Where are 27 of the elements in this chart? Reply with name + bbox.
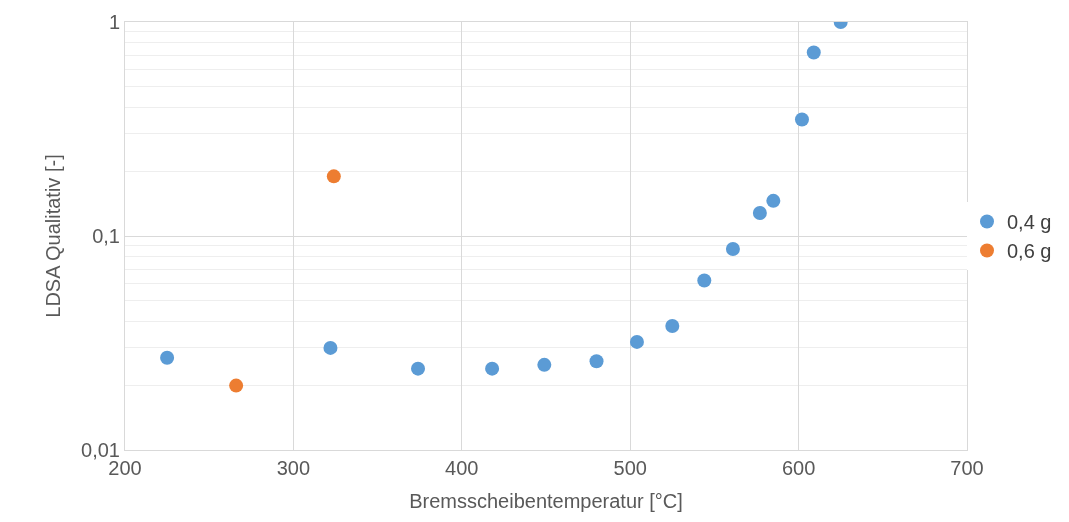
point [323, 340, 338, 355]
y-tick-label: 0,1 [92, 225, 120, 247]
point [411, 361, 426, 376]
point [806, 45, 821, 60]
point [766, 193, 781, 208]
y-axis-title: LDSA Qualitativ [-] [41, 154, 64, 318]
point [326, 169, 341, 184]
x-tick-label: 400 [445, 457, 479, 479]
x-axis-title: Bremsscheibentemperatur [°C] [409, 489, 683, 512]
point [160, 350, 175, 365]
point [629, 334, 644, 349]
x-tick-label: 700 [950, 457, 984, 479]
y-tick-label: 1 [108, 11, 120, 33]
legend-label: 0,6 g [1007, 240, 1052, 263]
point [794, 112, 809, 127]
point [697, 273, 712, 288]
point [752, 206, 767, 221]
point [537, 357, 552, 372]
x-tick-label: 300 [276, 457, 311, 479]
point [229, 378, 244, 393]
x-tick-label: 600 [781, 457, 816, 479]
legend-label: 0,4 g [1007, 211, 1052, 234]
point [665, 318, 680, 333]
point [485, 361, 500, 376]
point [589, 354, 604, 369]
x-tick-label: 500 [613, 457, 647, 479]
point [725, 241, 740, 256]
